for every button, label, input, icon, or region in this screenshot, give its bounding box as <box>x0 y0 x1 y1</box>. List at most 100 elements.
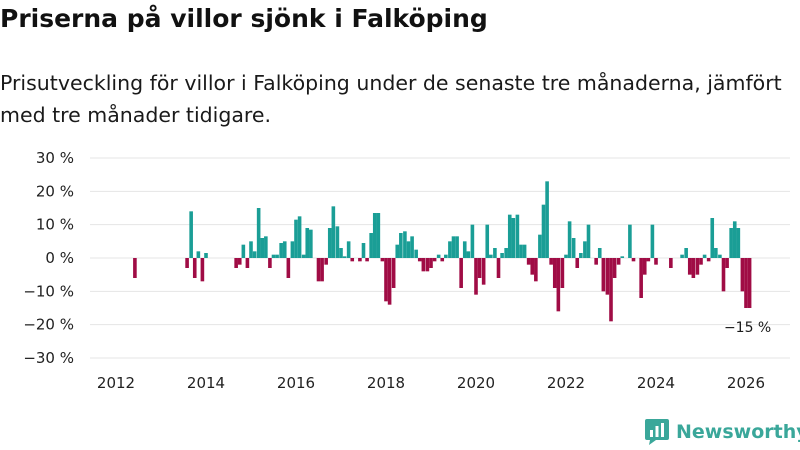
bar <box>725 258 729 268</box>
bar <box>597 248 602 258</box>
bar <box>571 238 576 258</box>
bar <box>586 224 591 258</box>
y-tick-label: −30 % <box>23 349 74 367</box>
bar <box>575 258 580 268</box>
bar <box>605 258 610 295</box>
bar <box>732 221 737 258</box>
bar <box>395 244 400 258</box>
x-tick-label: 2014 <box>187 374 225 392</box>
bar <box>196 251 201 258</box>
bar <box>286 258 291 278</box>
bar <box>684 248 688 258</box>
bar <box>297 216 302 258</box>
bar <box>511 218 516 258</box>
bar <box>331 206 336 258</box>
bar <box>440 258 445 262</box>
bar <box>747 258 752 308</box>
bar <box>414 249 418 258</box>
bar <box>740 258 745 292</box>
bar <box>654 258 658 265</box>
bar <box>282 241 287 258</box>
bar <box>744 258 748 308</box>
bar <box>474 258 478 295</box>
bar <box>729 228 733 258</box>
bar <box>327 228 332 258</box>
bar <box>721 258 726 292</box>
bar <box>399 233 403 258</box>
y-tick-label: −20 % <box>23 316 74 334</box>
bar <box>714 248 718 258</box>
x-tick-label: 2018 <box>367 374 405 392</box>
bar <box>515 214 520 258</box>
bar <box>436 254 441 258</box>
bar <box>534 258 538 282</box>
bar <box>264 236 268 258</box>
bar <box>710 218 715 258</box>
bar <box>421 258 426 272</box>
bar <box>477 258 482 278</box>
bar <box>365 258 369 262</box>
bar <box>342 256 347 258</box>
last-value-label: −15 % <box>724 320 771 336</box>
bar <box>346 241 351 258</box>
bar <box>485 224 490 258</box>
bar <box>241 244 246 258</box>
bar <box>387 258 392 305</box>
bar <box>560 258 565 288</box>
bar <box>350 258 355 262</box>
bar <box>669 258 673 268</box>
bar <box>410 236 414 258</box>
x-tick-label: 2026 <box>727 374 765 392</box>
bar <box>305 228 310 258</box>
bar <box>500 253 504 258</box>
bar <box>691 258 696 278</box>
bar <box>639 258 643 298</box>
bar <box>268 258 272 268</box>
bar <box>462 241 467 258</box>
bar <box>455 236 459 258</box>
bar <box>275 254 279 258</box>
y-tick-label: −10 % <box>23 282 74 300</box>
bar <box>200 258 205 282</box>
bar <box>493 248 497 258</box>
bar <box>384 258 388 302</box>
bar <box>133 258 137 278</box>
bar <box>556 258 561 312</box>
bar <box>459 258 463 288</box>
bar <box>489 254 493 258</box>
chart-title: Priserna på villor sjönk i Falköping <box>0 4 488 33</box>
bar-chart: 30 %20 %10 %0 %−10 %−20 %−30 % 2012 2014 2… <box>23 149 790 392</box>
bar <box>237 258 242 265</box>
bar <box>642 258 647 275</box>
bar <box>538 234 542 258</box>
bar <box>549 258 553 265</box>
bar <box>699 258 703 265</box>
newsworthy-logo-icon <box>645 419 669 445</box>
bar <box>695 258 700 275</box>
bar <box>376 213 381 258</box>
bar <box>372 213 377 258</box>
bar <box>380 258 385 262</box>
bar <box>466 251 471 258</box>
bar <box>260 238 265 258</box>
annotations: −15 % <box>724 320 771 336</box>
bar <box>252 251 257 258</box>
bar <box>391 258 396 288</box>
bar <box>256 208 261 258</box>
bar <box>609 258 613 322</box>
x-tick-label: 2016 <box>277 374 315 392</box>
bar <box>249 241 253 258</box>
bar <box>432 258 437 262</box>
bars <box>133 181 752 322</box>
bar <box>526 258 531 265</box>
bar <box>601 258 606 292</box>
bar <box>339 248 343 258</box>
bar <box>522 244 527 258</box>
bar <box>290 241 295 258</box>
bar <box>279 243 283 258</box>
bar <box>425 258 430 272</box>
bar <box>451 236 456 258</box>
bar <box>552 258 557 288</box>
bar <box>271 254 276 258</box>
x-tick-label: 2024 <box>637 374 675 392</box>
